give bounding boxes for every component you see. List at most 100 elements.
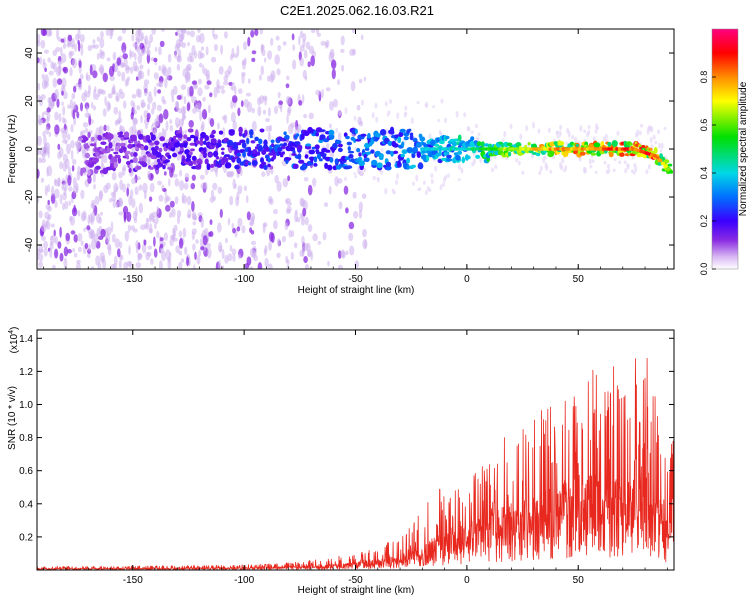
noise-blob (197, 29, 201, 33)
y-tick-label: 0.4 (19, 499, 33, 510)
noise-blob (135, 244, 139, 254)
noise-blob (215, 166, 218, 178)
noise-blob (156, 205, 160, 215)
noise-blob (532, 121, 535, 129)
noise-blob (174, 117, 181, 127)
colorbar-ticks: 0.0 0.2 0.4 0.6 0.8 (699, 71, 716, 275)
noise-blob (80, 102, 83, 112)
noise-blob (150, 258, 154, 265)
noise-blob (158, 113, 164, 124)
noise-blob (45, 219, 49, 228)
ridge-blob (267, 163, 271, 168)
noise-blob (188, 85, 194, 97)
noise-blob (100, 228, 106, 238)
noise-blob (227, 253, 233, 262)
noise-blob (477, 132, 481, 136)
noise-blob (176, 152, 181, 161)
ridge-blob (327, 164, 333, 171)
noise-blob (335, 127, 339, 133)
noise-blob (150, 108, 155, 115)
noise-blob (317, 240, 321, 245)
ridge-blob (242, 151, 247, 158)
noise-blob (83, 227, 87, 232)
noise-blob (307, 224, 313, 233)
noise-blob (52, 77, 58, 88)
noise-blob (292, 44, 296, 51)
noise-blob (169, 200, 175, 208)
noise-blob (261, 44, 265, 51)
noise-blob (54, 236, 59, 245)
noise-blob (204, 168, 209, 176)
noise-blob (602, 136, 606, 142)
ridge-blob (406, 164, 410, 170)
noise-blob (208, 231, 212, 237)
noise-blob (299, 197, 305, 207)
noise-blob (147, 94, 153, 104)
ridge-blob (261, 150, 267, 155)
noise-blob (44, 74, 49, 85)
noise-blob (444, 117, 447, 124)
ridge-core (660, 161, 666, 166)
noise-blob (106, 226, 112, 236)
noise-blob (46, 111, 51, 122)
noise-blob (115, 96, 119, 101)
noise-blob (175, 245, 180, 254)
noise-blob (186, 102, 191, 112)
snr-x-ticks: -150 -100 -50 0 50 (43, 330, 668, 586)
ridge-blob (89, 143, 96, 147)
snr-multiplier-close: ) (9, 327, 20, 330)
ridge-blob (334, 158, 339, 165)
noise-blob (375, 116, 379, 123)
colorbar-tick-label: 0.8 (699, 71, 709, 84)
noise-blob (42, 29, 47, 36)
noise-blob (571, 135, 575, 140)
noise-blob (163, 129, 167, 138)
ridge-blob (453, 138, 460, 142)
noise-blob (193, 264, 196, 269)
noise-blob (236, 191, 240, 201)
noise-blob (57, 37, 62, 42)
noise-blob (176, 215, 181, 225)
noise-blob (86, 74, 91, 82)
noise-blob (129, 225, 135, 231)
noise-blob (509, 123, 513, 130)
noise-blob (93, 105, 96, 111)
noise-blob (544, 162, 548, 169)
noise-blob (199, 32, 205, 44)
ridge-blob (251, 152, 258, 158)
ridge-blob (228, 129, 235, 134)
noise-blob (49, 247, 53, 259)
noise-blob (340, 249, 345, 258)
noise-blob (594, 170, 598, 174)
noise-blob (47, 57, 51, 63)
ridge-blob (156, 158, 161, 163)
noise-blob (197, 87, 203, 97)
noise-blob (137, 54, 143, 65)
noise-blob (191, 201, 195, 212)
noise-blob (138, 202, 144, 214)
ridge-blob (667, 163, 673, 167)
noise-blob (384, 101, 388, 107)
noise-blob (213, 44, 218, 52)
noise-blob (66, 43, 72, 48)
noise-blob (48, 70, 54, 76)
noise-blob (151, 122, 157, 127)
noise-blob (90, 203, 95, 209)
ridge-blob (319, 134, 326, 141)
noise-blob (443, 177, 446, 183)
noise-blob (251, 249, 256, 259)
noise-blob (224, 237, 228, 244)
ridge-blob (128, 167, 132, 173)
ridge-blob (297, 153, 302, 160)
ridge-blob (311, 146, 316, 150)
noise-blob (126, 77, 130, 86)
noise-blob (250, 240, 257, 246)
noise-blob (358, 78, 363, 84)
noise-blob (114, 120, 118, 126)
noise-blob (217, 222, 222, 233)
noise-blob (109, 75, 115, 82)
noise-blob (174, 44, 179, 52)
noise-blob (223, 75, 229, 82)
noise-blob (241, 73, 245, 84)
noise-blob (176, 55, 182, 63)
